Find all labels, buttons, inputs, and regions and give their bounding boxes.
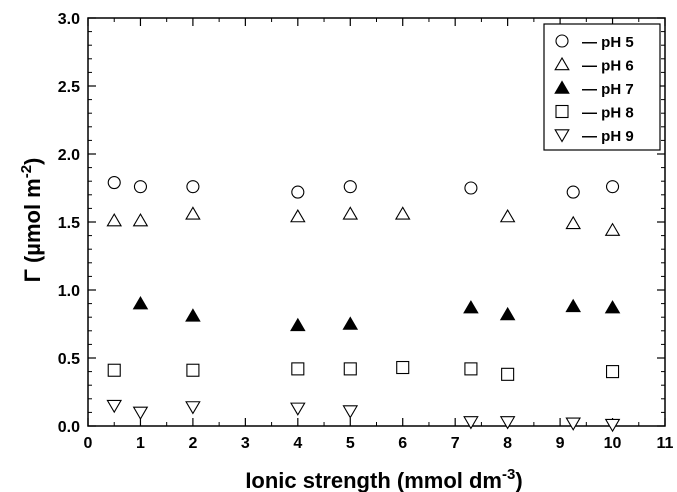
data-point [501,367,515,381]
data-point [133,180,148,194]
data-point [290,402,306,416]
x-axis-ticks: 0 1 2 3 4 5 6 7 8 9 10 11 [84,18,674,452]
y-axis-ticks: 0.0 0.5 1.0 1.5 2.0 2.5 3.0 [58,11,665,436]
data-point [291,362,305,376]
data-point [604,300,621,314]
data-point [394,206,411,220]
series-ph-8 [107,360,620,381]
x-tick-label: 5 [346,435,355,452]
data-point [290,317,306,332]
y-tick-label: 0.5 [58,351,80,368]
data-point [107,363,121,377]
y-tick-label: 1.5 [58,215,80,232]
data-point [463,300,479,314]
data-point [185,401,201,415]
data-point [396,360,410,375]
y-axis-label: Γ (µmol m-2) [18,158,45,283]
legend-marker [555,104,569,119]
data-point [186,363,200,377]
data-point [290,208,306,223]
data-point [107,176,121,190]
x-tick-label: 8 [503,435,512,452]
x-tick-label: 6 [398,435,407,452]
data-point [132,296,149,310]
data-point [605,180,620,194]
data-point [132,213,149,227]
legend-label: — pH 6 [582,58,634,75]
legend-label: — pH 5 [582,34,634,51]
y-tick-label: 2.0 [58,147,80,164]
data-point [499,416,516,430]
x-tick-label: 7 [451,435,460,452]
x-tick-label: 0 [84,435,93,452]
legend: — pH 5 — pH 6 — pH 7 — pH 8 — pH 9 [543,23,661,151]
data-point [343,362,357,376]
data-point [565,215,581,230]
series-ph-7 [132,296,621,332]
series-ph-9 [106,399,621,433]
data-point [604,418,621,433]
x-axis-label: Ionic strength (mmol dm-3) [245,466,522,492]
data-point [604,222,621,236]
x-tick-label: 11 [657,435,674,452]
data-point [605,365,620,379]
x-tick-label: 10 [604,435,622,452]
y-tick-label: 3.0 [58,11,80,28]
legend-marker [555,34,569,48]
legend-label: — pH 8 [582,105,634,122]
data-point [106,213,123,227]
data-point [106,399,123,414]
data-point [186,180,200,194]
data-point [343,180,357,194]
data-point [463,416,479,430]
data-point [185,206,201,220]
data-point [565,298,581,313]
legend-marker [554,80,570,94]
data-point [342,316,359,330]
legend-label: — pH 9 [582,128,634,145]
y-tick-label: 0.0 [58,419,80,436]
data-point [342,206,359,220]
legend-marker [554,56,570,71]
data-point [291,185,305,199]
x-tick-label: 2 [188,435,197,452]
x-tick-label: 1 [136,435,145,452]
data-point [464,181,478,195]
data-point [565,417,581,431]
data-point [499,306,516,321]
series-ph-6 [106,206,621,236]
data-point [132,406,149,420]
data-point [566,185,580,199]
x-tick-label: 3 [241,435,250,452]
data-point [464,362,478,376]
legend-marker [554,129,570,143]
x-tick-label: 9 [556,435,565,452]
legend-label: — pH 7 [582,81,634,98]
data-point [499,208,516,223]
data-point [342,405,359,419]
x-tick-label: 4 [293,435,302,452]
data-point [185,308,201,322]
y-tick-label: 1.0 [58,283,80,300]
series-ph-5 [107,176,620,199]
data-points [106,176,621,433]
y-tick-label: 2.5 [58,79,80,96]
